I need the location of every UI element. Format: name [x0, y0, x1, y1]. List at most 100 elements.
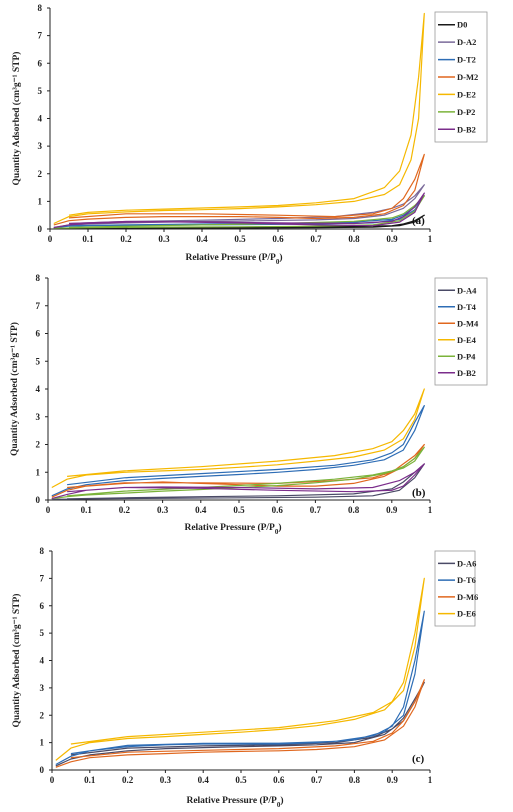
- y-tick-label: 6: [40, 601, 45, 611]
- y-axis-label: Quantity Adsorbed (cm³g⁻¹ STP): [9, 322, 20, 456]
- y-tick-label: 3: [40, 683, 45, 693]
- y-tick-label: 0: [36, 495, 41, 505]
- y-tick-label: 5: [38, 86, 43, 96]
- x-tick-label: 0.9: [386, 505, 398, 515]
- y-tick-label: 4: [38, 114, 43, 124]
- y-tick-label: 0: [40, 765, 45, 775]
- y-tick-label: 6: [38, 58, 43, 68]
- y-tick-label: 5: [36, 356, 41, 366]
- legend-label: D0: [457, 20, 467, 30]
- series-line-D-T6: [55, 610, 425, 766]
- x-tick-label: 0.4: [198, 775, 210, 785]
- x-tick-label: 0.7: [310, 505, 322, 515]
- x-axis-label: Relative Pressure (P/P0): [185, 252, 282, 266]
- x-tick-label: 0.5: [235, 775, 247, 785]
- legend-label: D-M6: [457, 592, 478, 602]
- legend-label: D-A6: [457, 558, 476, 568]
- x-tick-label: 0.1: [84, 775, 96, 785]
- chart-panel-3: 0 1 2 3 4 5 6 7 8 0 0.1 0.2 0.3 0.4 0.5 0.6 0.7 0.8 0.9 1 Re…: [11, 546, 478, 809]
- legend-label: D-M4: [457, 318, 479, 328]
- y-tick-label: 7: [38, 31, 43, 41]
- x-tick-label: 0.6: [273, 775, 285, 785]
- series-line-D-E2: [53, 12, 425, 225]
- y-tick-label: 8: [36, 273, 41, 283]
- x-tick-label: 0.3: [158, 234, 170, 244]
- x-tick-label: 0.7: [311, 775, 323, 785]
- y-tick-label: 8: [38, 3, 43, 13]
- series-line-D-P4: [51, 446, 425, 500]
- x-axis-label: Relative Pressure (P/P0): [184, 522, 281, 536]
- legend: D-A4 D-T4 D-M4 D-E4 D-P4 D-B2: [434, 277, 488, 386]
- x-tick-label: 0: [46, 505, 51, 515]
- y-tick-label: 7: [36, 301, 41, 311]
- series-line-D-P2: [53, 195, 425, 229]
- y-tick-label: 4: [40, 656, 45, 666]
- x-tick-label: 0: [50, 775, 55, 785]
- series-line-D-M6: [55, 679, 425, 768]
- legend-label: D-T4: [457, 302, 477, 312]
- legend: D0 D-A2 D-T2 D-M2 D-E2 D-P2 D-B2: [434, 11, 488, 143]
- chart-panel-2: 0 1 2 3 4 5 6 7 8 0 0.1 0.2 0.3 0.4 0.5 0.6 0.7 0.8 0.9 1 Re…: [9, 273, 488, 536]
- x-tick-label: 1: [428, 505, 433, 515]
- legend-label: D-B2: [457, 124, 476, 134]
- x-tick-label: 0.9: [387, 775, 399, 785]
- y-axis-label: Quantity Adsorbed (cm³g⁻¹ STP): [11, 594, 22, 728]
- panel-label: (a): [412, 215, 425, 227]
- y-tick-label: 6: [36, 329, 41, 339]
- y-tick-label: 1: [40, 738, 45, 748]
- x-tick-label: 0.8: [348, 234, 360, 244]
- x-tick-label: 1: [428, 234, 433, 244]
- x-tick-label: 0.2: [119, 505, 131, 515]
- y-tick-label: 7: [40, 573, 45, 583]
- legend-label: D-T2: [457, 55, 476, 65]
- series-line-D-E4: [51, 388, 425, 489]
- panel-label: (c): [412, 753, 425, 765]
- legend: D-A6 D-T6 D-M6 D-E6: [434, 550, 478, 627]
- legend-label: D-T6: [457, 575, 476, 585]
- legend-label: D-E2: [457, 89, 476, 99]
- y-tick-label: 4: [36, 384, 41, 394]
- x-tick-label: 0.5: [234, 234, 246, 244]
- legend-label: D-A4: [457, 285, 477, 295]
- y-tick-label: 0: [38, 224, 43, 234]
- legend-label: D-M2: [457, 72, 478, 82]
- legend-label: D-P4: [457, 351, 476, 361]
- series-line-D-T4: [51, 405, 425, 497]
- y-tick-label: 2: [36, 440, 41, 450]
- x-tick-label: 0: [48, 234, 53, 244]
- x-tick-label: 0.2: [120, 234, 132, 244]
- series-line-D-M2: [53, 153, 425, 226]
- series-line-D-B2: [53, 192, 425, 229]
- panel-label: (b): [412, 487, 426, 499]
- y-tick-label: 5: [40, 628, 45, 638]
- x-tick-label: 0.8: [348, 505, 360, 515]
- x-tick-label: 0.2: [122, 775, 134, 785]
- x-tick-label: 0.4: [195, 505, 207, 515]
- x-tick-label: 0.5: [233, 505, 245, 515]
- x-tick-label: 0.7: [310, 234, 322, 244]
- x-tick-label: 0.1: [82, 234, 94, 244]
- y-tick-label: 1: [38, 196, 43, 206]
- legend-label: D-P2: [457, 107, 475, 117]
- series-line-D-E6: [55, 577, 425, 761]
- y-axis-label: Quantity Adsorbed (cm³g⁻¹ STP): [11, 52, 22, 186]
- legend-label: D-E4: [457, 335, 477, 345]
- legend-label: D-A2: [457, 37, 476, 47]
- y-tick-label: 8: [40, 546, 45, 556]
- x-tick-label: 0.1: [81, 505, 93, 515]
- x-tick-label: 0.3: [160, 775, 172, 785]
- legend-label: D-B2: [457, 368, 476, 378]
- x-tick-label: 0.6: [272, 234, 284, 244]
- x-tick-label: 0.8: [349, 775, 361, 785]
- x-axis-label: Relative Pressure (P/P0): [186, 795, 283, 809]
- x-tick-label: 1: [428, 775, 433, 785]
- y-tick-label: 1: [36, 467, 41, 477]
- x-tick-label: 0.3: [157, 505, 169, 515]
- y-tick-label: 3: [36, 412, 41, 422]
- x-tick-label: 0.9: [386, 234, 398, 244]
- legend-box: [434, 277, 488, 386]
- y-tick-label: 2: [40, 710, 45, 720]
- chart-panel-1: 0 1 2 3 4 5 6 7 8 0 0.1 0.2 0.3 0.4 0.5 0.6 0.7 0.8 0.9 1 Re…: [11, 3, 488, 266]
- y-tick-label: 3: [38, 141, 43, 151]
